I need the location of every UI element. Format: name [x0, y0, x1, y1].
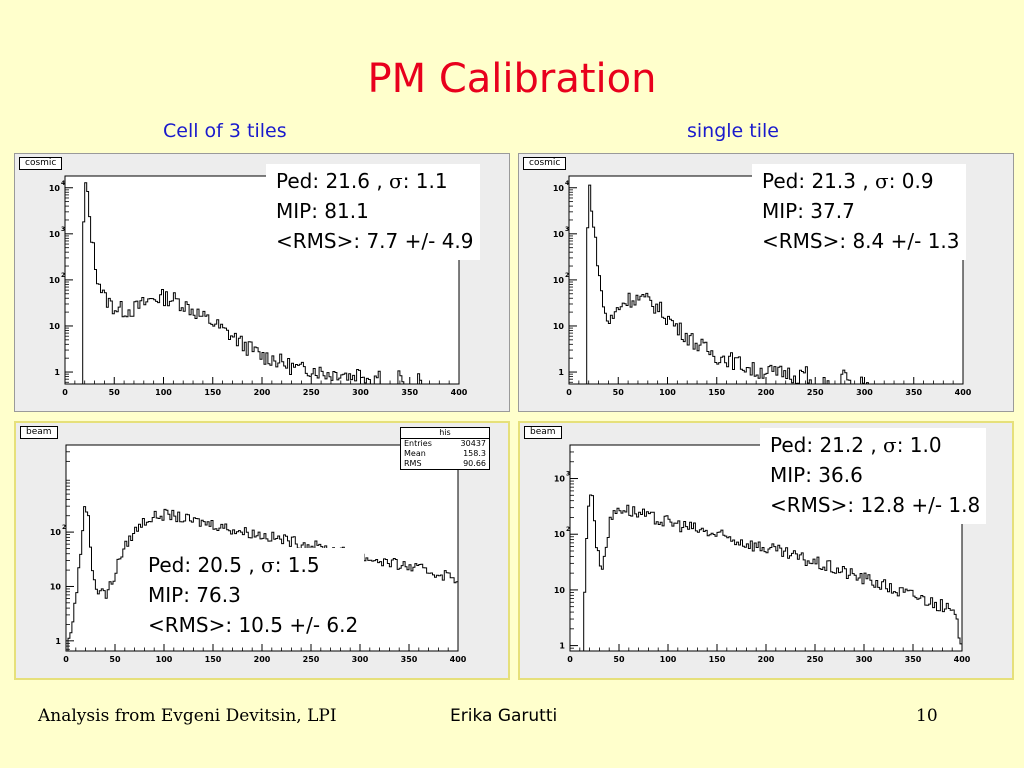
y-tick-label: 10: [50, 582, 62, 591]
x-tick-label: 350: [401, 388, 418, 397]
y-tick-label: 1: [54, 368, 60, 377]
x-tick-label: 350: [905, 388, 922, 397]
x-tick-label: 100: [660, 655, 677, 664]
stats-box: his Entries 30437 Mean 158.3 RMS 90.66: [400, 427, 490, 470]
x-tick-label: 300: [352, 388, 369, 397]
histogram-line: [66, 506, 458, 652]
x-tick-label: 150: [708, 388, 725, 397]
x-tick-label: 300: [856, 655, 873, 664]
left-column-header: Cell of 3 tiles: [163, 120, 287, 142]
x-tick-label: 400: [451, 388, 468, 397]
y-tick-exponent: 3: [565, 226, 569, 233]
x-tick-label: 50: [613, 655, 625, 664]
y-tick-label: 10: [554, 586, 566, 595]
footer-author: Erika Garutti: [450, 706, 558, 726]
histogram-line: [570, 494, 962, 652]
calibration-box-cosmic-3tiles: Ped: 21.6 , σ: 1.1 MIP: 81.1 <RMS>: 7.7 …: [266, 164, 480, 260]
mip-line: MIP: 76.3: [148, 583, 241, 607]
y-tick-label: 10: [553, 276, 565, 285]
calibration-box-cosmic-single: Ped: 21.3 , σ: 0.9 MIP: 37.7 <RMS>: 8.4 …: [752, 164, 966, 260]
x-tick-label: 0: [567, 655, 573, 664]
x-tick-label: 150: [205, 655, 222, 664]
mip-line: MIP: 36.6: [770, 463, 863, 487]
x-tick-label: 200: [254, 655, 271, 664]
x-tick-label: 50: [109, 388, 121, 397]
calibration-box-beam-3tiles: Ped: 20.5 , σ: 1.5 MIP: 76.3 <RMS>: 10.5…: [138, 548, 365, 644]
histogram-line: [569, 184, 963, 385]
slide-title: PM Calibration: [367, 56, 657, 102]
y-tick-exponent: 2: [62, 524, 66, 531]
y-tick-label: 1: [55, 637, 61, 646]
x-tick-label: 50: [613, 388, 625, 397]
x-tick-label: 0: [63, 655, 69, 664]
y-tick-label: 10: [49, 276, 61, 285]
y-tick-exponent: 3: [61, 226, 65, 233]
x-tick-label: 200: [758, 655, 775, 664]
y-tick-label: 1: [559, 642, 565, 651]
x-tick-label: 300: [856, 388, 873, 397]
y-tick-label: 10: [553, 230, 565, 239]
histogram-line: [65, 182, 459, 385]
x-tick-label: 250: [303, 655, 320, 664]
y-tick-label: 10: [553, 184, 565, 193]
histogram-tag: cosmic: [523, 157, 567, 170]
y-tick-label: 1: [558, 368, 564, 377]
y-tick-exponent: 4: [565, 180, 569, 187]
calibration-box-beam-single: Ped: 21.2 , σ: 1.0 MIP: 36.6 <RMS>: 12.8…: [760, 428, 987, 524]
x-tick-label: 350: [905, 655, 922, 664]
x-tick-label: 100: [155, 388, 172, 397]
rms-line: <RMS>: 7.7 +/- 4.9: [276, 229, 474, 253]
x-tick-label: 400: [450, 655, 467, 664]
x-tick-label: 100: [659, 388, 676, 397]
y-tick-exponent: 2: [566, 526, 570, 533]
x-tick-label: 350: [401, 655, 418, 664]
y-tick-exponent: 2: [565, 272, 569, 279]
rms-line: <RMS>: 10.5 +/- 6.2: [148, 613, 359, 637]
x-tick-label: 150: [204, 388, 221, 397]
pedestal-line: Ped: 21.2 , σ: 1.0: [770, 433, 942, 457]
x-tick-label: 200: [758, 388, 775, 397]
x-tick-label: 400: [955, 388, 972, 397]
y-tick-label: 10: [554, 530, 566, 539]
y-tick-label: 10: [49, 184, 61, 193]
y-tick-label: 10: [50, 528, 62, 537]
x-tick-label: 250: [807, 388, 824, 397]
x-tick-label: 100: [156, 655, 173, 664]
y-tick-exponent: 4: [61, 180, 65, 187]
histogram-tag: beam: [20, 426, 58, 439]
rms-line: <RMS>: 12.8 +/- 1.8: [770, 493, 981, 517]
y-tick-label: 10: [49, 322, 61, 331]
mip-line: MIP: 81.1: [276, 199, 369, 223]
x-tick-label: 250: [303, 388, 320, 397]
footer-source: Analysis from Evgeni Devitsin, LPI: [38, 706, 337, 726]
stats-row: Mean 158.3: [404, 449, 486, 458]
y-tick-label: 10: [49, 230, 61, 239]
x-tick-label: 400: [954, 655, 971, 664]
mip-line: MIP: 37.7: [762, 199, 855, 223]
y-tick-exponent: 3: [566, 471, 570, 478]
stats-row: RMS 90.66: [404, 459, 486, 468]
histogram-tag: beam: [524, 426, 562, 439]
stats-row: Entries 30437: [404, 439, 486, 448]
y-tick-label: 10: [553, 322, 565, 331]
x-tick-label: 150: [709, 655, 726, 664]
pedestal-line: Ped: 21.3 , σ: 0.9: [762, 169, 934, 193]
y-tick-exponent: 2: [61, 272, 65, 279]
pedestal-line: Ped: 21.6 , σ: 1.1: [276, 169, 448, 193]
x-tick-label: 250: [807, 655, 824, 664]
stats-title: his: [401, 428, 489, 439]
footer-page-number: 10: [916, 706, 938, 726]
x-tick-label: 0: [566, 388, 572, 397]
pedestal-line: Ped: 20.5 , σ: 1.5: [148, 553, 320, 577]
x-tick-label: 50: [109, 655, 121, 664]
histogram-tag: cosmic: [19, 157, 63, 170]
right-column-header: single tile: [687, 120, 779, 142]
x-tick-label: 0: [62, 388, 68, 397]
x-tick-label: 200: [254, 388, 271, 397]
y-tick-label: 10: [554, 475, 566, 484]
histogram-panel-beam-3tiles: 0 50 100 150 200 250 300 350 400 1 10 10 2 beam his …: [14, 421, 510, 680]
x-tick-label: 300: [352, 655, 369, 664]
rms-line: <RMS>: 8.4 +/- 1.3: [762, 229, 960, 253]
